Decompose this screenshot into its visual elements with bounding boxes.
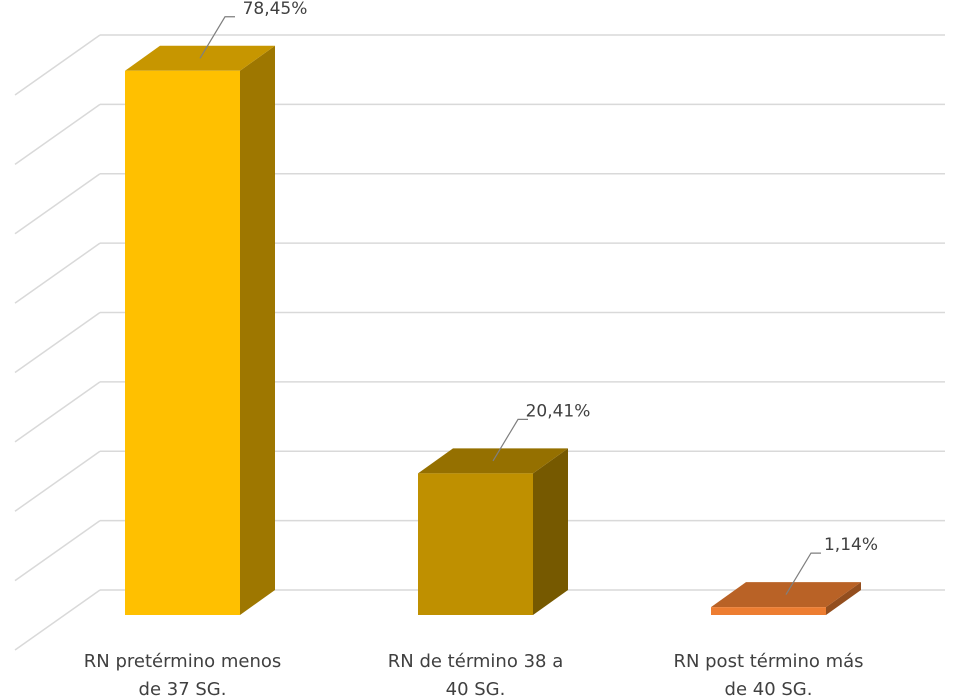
x-tick-label: 40 SG. xyxy=(446,679,506,699)
x-tick-label: de 37 SG. xyxy=(139,679,227,699)
bar-front xyxy=(125,70,240,616)
bar-side xyxy=(240,45,275,616)
bar-side xyxy=(826,582,861,615)
leader-line xyxy=(199,16,235,59)
x-tick-label: RN de término 38 a xyxy=(388,651,563,672)
bar-front xyxy=(711,607,826,615)
leader-line xyxy=(785,552,821,595)
bar-side xyxy=(533,448,568,615)
x-tick-label: RN post término más xyxy=(673,651,863,672)
bar xyxy=(418,448,568,615)
side-grid-line xyxy=(14,589,101,651)
bar-top xyxy=(125,45,275,71)
data-label: 20,41% xyxy=(526,401,591,421)
side-grid-line xyxy=(14,520,101,582)
x-tick-label: de 40 SG. xyxy=(725,679,813,699)
x-tick-label: RN pretérmino menos xyxy=(84,651,282,672)
side-grid-line xyxy=(14,173,101,235)
data-label: 1,14% xyxy=(824,535,878,555)
side-grid-line xyxy=(14,34,101,96)
side-grid-line xyxy=(14,311,101,374)
bar xyxy=(711,582,861,615)
leader-line xyxy=(492,418,528,462)
bar xyxy=(125,45,275,616)
bar-front xyxy=(418,473,533,615)
side-grid-line xyxy=(14,450,101,512)
side-grid-line xyxy=(14,242,101,304)
side-grid-line xyxy=(14,381,101,443)
side-grid-line xyxy=(14,103,101,165)
data-label: 78,45% xyxy=(243,0,308,19)
